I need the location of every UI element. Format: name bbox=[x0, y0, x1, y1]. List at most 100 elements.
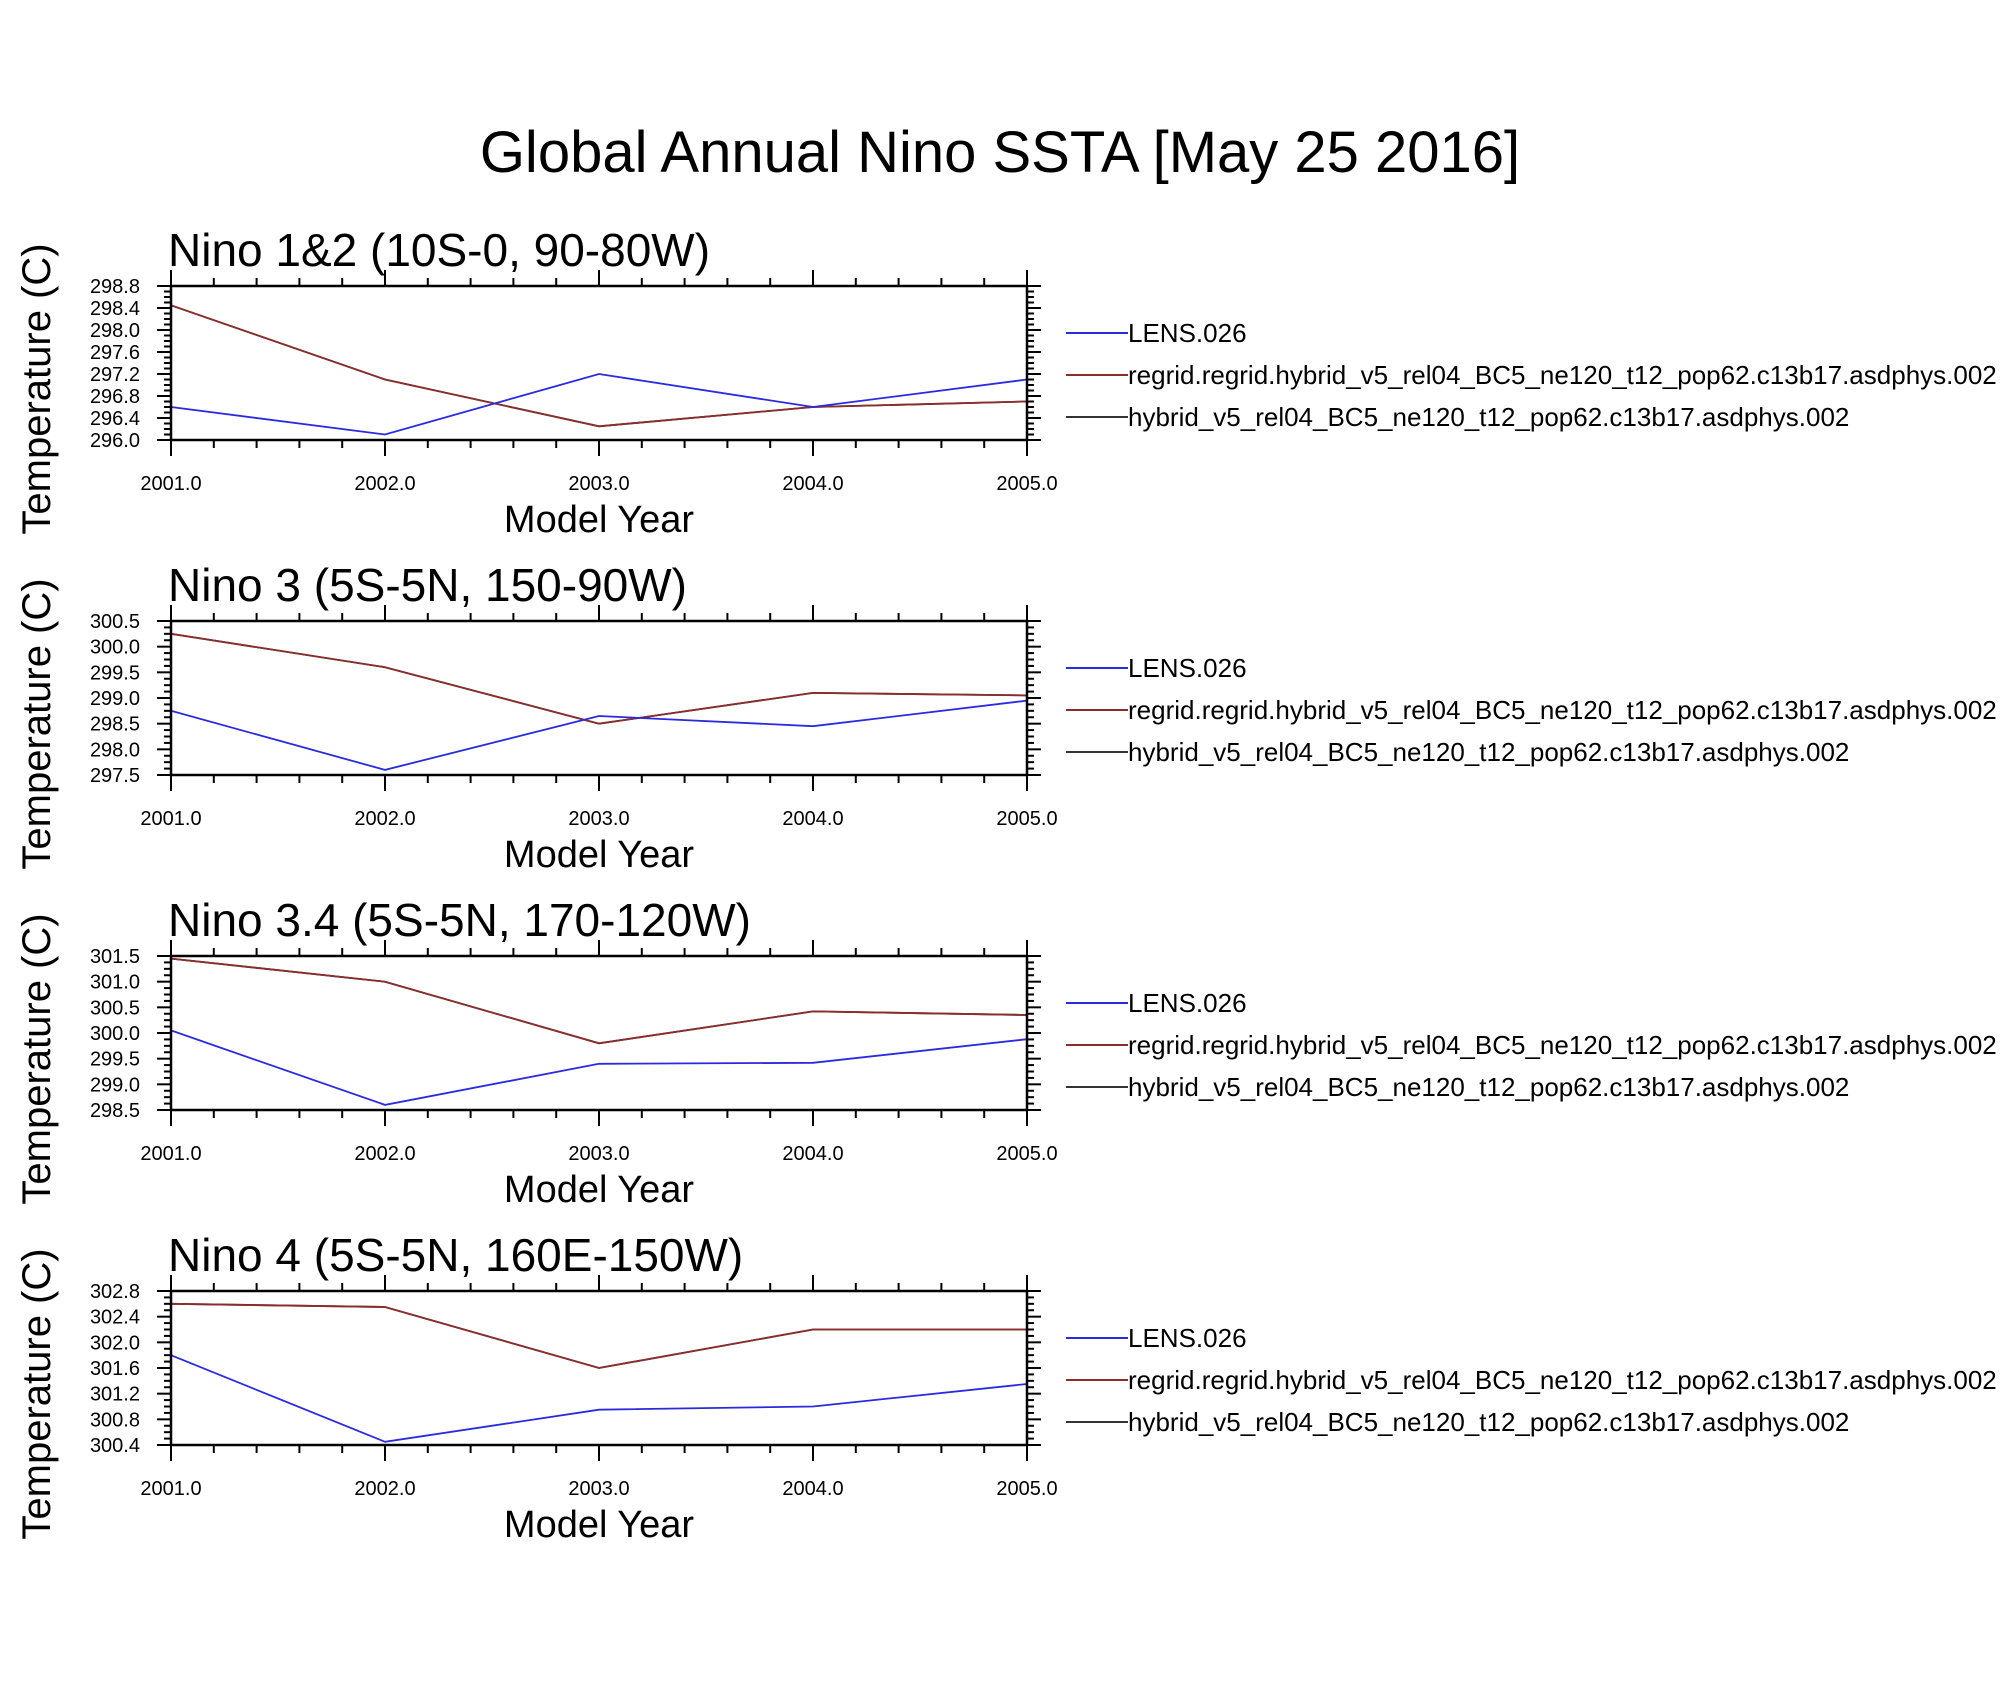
panel-title: Nino 4 (5S-5N, 160E-150W) bbox=[168, 1229, 744, 1281]
legend-label: LENS.026 bbox=[1128, 988, 1247, 1018]
legend: LENS.026 regrid.regrid.hybrid_v5_rel04_BC… bbox=[1066, 982, 1997, 1108]
legend-swatch bbox=[1066, 416, 1128, 418]
legend-swatch bbox=[1066, 1086, 1128, 1088]
x-tick-label: 2003.0 bbox=[568, 1478, 629, 1500]
x-tick-label: 2001.0 bbox=[140, 808, 201, 830]
x-tick-label: 2004.0 bbox=[782, 473, 843, 495]
y-tick-label: 298.8 bbox=[90, 276, 140, 298]
series-line bbox=[170, 1302, 1027, 1369]
x-tick-label: 2005.0 bbox=[996, 473, 1057, 495]
series-line bbox=[170, 957, 1028, 1045]
legend-swatch bbox=[1066, 751, 1128, 753]
plot-frame bbox=[169, 954, 1029, 1112]
series-line bbox=[170, 632, 1028, 725]
legend-swatch bbox=[1066, 1421, 1128, 1423]
series-line bbox=[170, 1029, 1028, 1106]
y-tick-label: 301.6 bbox=[90, 1358, 140, 1380]
legend-label: LENS.026 bbox=[1128, 1323, 1247, 1353]
legend-label: regrid.regrid.hybrid_v5_rel04_BC5_ne120_… bbox=[1128, 360, 1997, 390]
legend-item: regrid.regrid.hybrid_v5_rel04_BC5_ne120_… bbox=[1066, 1359, 1997, 1401]
legend-item: regrid.regrid.hybrid_v5_rel04_BC5_ne120_… bbox=[1066, 689, 1997, 731]
legend-item: regrid.regrid.hybrid_v5_rel04_BC5_ne120_… bbox=[1066, 354, 1997, 396]
x-tick-label: 2003.0 bbox=[568, 473, 629, 495]
legend-label: LENS.026 bbox=[1128, 318, 1247, 348]
x-tick-label: 2001.0 bbox=[140, 1143, 201, 1165]
legend-label: regrid.regrid.hybrid_v5_rel04_BC5_ne120_… bbox=[1128, 1030, 1997, 1060]
legend-item: hybrid_v5_rel04_BC5_ne120_t12_pop62.c13b… bbox=[1066, 731, 1996, 773]
panel-title: Nino 3 (5S-5N, 150-90W) bbox=[168, 559, 687, 611]
series-line bbox=[170, 304, 1028, 428]
legend-swatch bbox=[1066, 667, 1128, 669]
y-tick-label: 299.0 bbox=[90, 688, 140, 710]
x-axis-label: Model Year bbox=[503, 834, 695, 876]
x-tick-label: 2002.0 bbox=[354, 473, 415, 495]
legend: LENS.026 regrid.regrid.hybrid_v5_rel04_BC… bbox=[1066, 1317, 1997, 1443]
y-tick-label: 302.0 bbox=[90, 1332, 140, 1354]
y-tick-label: 298.5 bbox=[90, 1100, 140, 1122]
series-line bbox=[170, 373, 1028, 436]
series-line bbox=[170, 699, 1028, 771]
panel-title: Nino 1&2 (10S-0, 90-80W) bbox=[168, 224, 711, 276]
series-line bbox=[170, 1302, 1027, 1369]
y-tick-label: 302.4 bbox=[90, 1307, 140, 1329]
legend-swatch bbox=[1066, 1379, 1128, 1381]
legend-swatch bbox=[1066, 1044, 1128, 1046]
legend-label: hybrid_v5_rel04_BC5_ne120_t12_pop62.c13b… bbox=[1128, 1407, 1850, 1437]
chart-panel: 2001.0 2002.0 2003.0 2004.0 2005.0 297.5 298.0… bbox=[0, 557, 2000, 892]
x-axis-label: Model Year bbox=[503, 1504, 695, 1546]
x-tick-label: 2005.0 bbox=[996, 1478, 1057, 1500]
legend-label: hybrid_v5_rel04_BC5_ne120_t12_pop62.c13b… bbox=[1128, 1072, 1850, 1102]
plot-area: 2001.0 2002.0 2003.0 2004.0 2005.0 298.5 299.0… bbox=[90, 940, 1058, 1165]
y-tick-label: 301.0 bbox=[90, 972, 140, 994]
x-tick-label: 2003.0 bbox=[568, 808, 629, 830]
legend-label: hybrid_v5_rel04_BC5_ne120_t12_pop62.c13b… bbox=[1128, 402, 1850, 432]
x-tick-label: 2002.0 bbox=[354, 1478, 415, 1500]
legend-label: regrid.regrid.hybrid_v5_rel04_BC5_ne120_… bbox=[1128, 695, 1997, 725]
y-tick-label: 301.2 bbox=[90, 1384, 140, 1406]
plot-frame bbox=[169, 284, 1029, 442]
x-tick-label: 2003.0 bbox=[568, 1143, 629, 1165]
y-tick-label: 300.0 bbox=[90, 1023, 140, 1045]
x-tick-label: 2002.0 bbox=[354, 1143, 415, 1165]
y-tick-label: 298.5 bbox=[90, 714, 140, 736]
y-tick-label: 300.4 bbox=[90, 1435, 140, 1457]
legend-swatch bbox=[1066, 709, 1128, 711]
y-tick-label: 299.5 bbox=[90, 662, 140, 684]
plot-frame bbox=[169, 619, 1029, 777]
x-tick-label: 2001.0 bbox=[140, 473, 201, 495]
legend-item: hybrid_v5_rel04_BC5_ne120_t12_pop62.c13b… bbox=[1066, 396, 1996, 438]
chart-panel: 2001.0 2002.0 2003.0 2004.0 2005.0 296.0 296.4… bbox=[0, 222, 2000, 557]
y-axis-label: Temperature (C) bbox=[15, 1248, 59, 1540]
legend-swatch bbox=[1066, 1337, 1128, 1339]
legend-swatch bbox=[1066, 332, 1128, 334]
legend-label: regrid.regrid.hybrid_v5_rel04_BC5_ne120_… bbox=[1128, 1365, 1997, 1395]
legend-swatch bbox=[1066, 374, 1128, 376]
legend-item: LENS.026 bbox=[1066, 312, 1996, 354]
x-tick-label: 2005.0 bbox=[996, 1143, 1057, 1165]
y-tick-label: 300.5 bbox=[90, 611, 140, 633]
x-tick-label: 2002.0 bbox=[354, 808, 415, 830]
legend-item: LENS.026 bbox=[1066, 982, 1996, 1024]
chart-panel: 2001.0 2002.0 2003.0 2004.0 2005.0 300.4 300.8… bbox=[0, 1227, 2000, 1562]
legend: LENS.026 regrid.regrid.hybrid_v5_rel04_BC… bbox=[1066, 312, 1997, 438]
legend-label: hybrid_v5_rel04_BC5_ne120_t12_pop62.c13b… bbox=[1128, 737, 1850, 767]
y-tick-label: 299.0 bbox=[90, 1074, 140, 1096]
legend-item: LENS.026 bbox=[1066, 647, 1996, 689]
legend-swatch bbox=[1066, 1002, 1128, 1004]
chart-panel: 2001.0 2002.0 2003.0 2004.0 2005.0 298.5 299.0… bbox=[0, 892, 2000, 1227]
x-tick-label: 2004.0 bbox=[782, 1478, 843, 1500]
y-axis-label: Temperature (C) bbox=[15, 578, 59, 870]
y-tick-label: 300.5 bbox=[90, 997, 140, 1019]
x-tick-label: 2005.0 bbox=[996, 808, 1057, 830]
series-line bbox=[170, 957, 1028, 1045]
y-tick-label: 296.8 bbox=[90, 386, 140, 408]
plot-area: 2001.0 2002.0 2003.0 2004.0 2005.0 300.4 300.8… bbox=[90, 1275, 1058, 1500]
y-axis-label: Temperature (C) bbox=[15, 913, 59, 1205]
series-line bbox=[170, 632, 1028, 725]
plot-area: 2001.0 2002.0 2003.0 2004.0 2005.0 296.0296.4… bbox=[90, 270, 1058, 495]
panel-title: Nino 3.4 (5S-5N, 170-120W) bbox=[168, 894, 751, 946]
y-tick-label: 297.2 bbox=[90, 364, 140, 386]
y-tick-label: 299.5 bbox=[90, 1049, 140, 1071]
legend-item: regrid.regrid.hybrid_v5_rel04_BC5_ne120_… bbox=[1066, 1024, 1997, 1066]
y-axis-label: Temperature (C) bbox=[15, 243, 59, 535]
